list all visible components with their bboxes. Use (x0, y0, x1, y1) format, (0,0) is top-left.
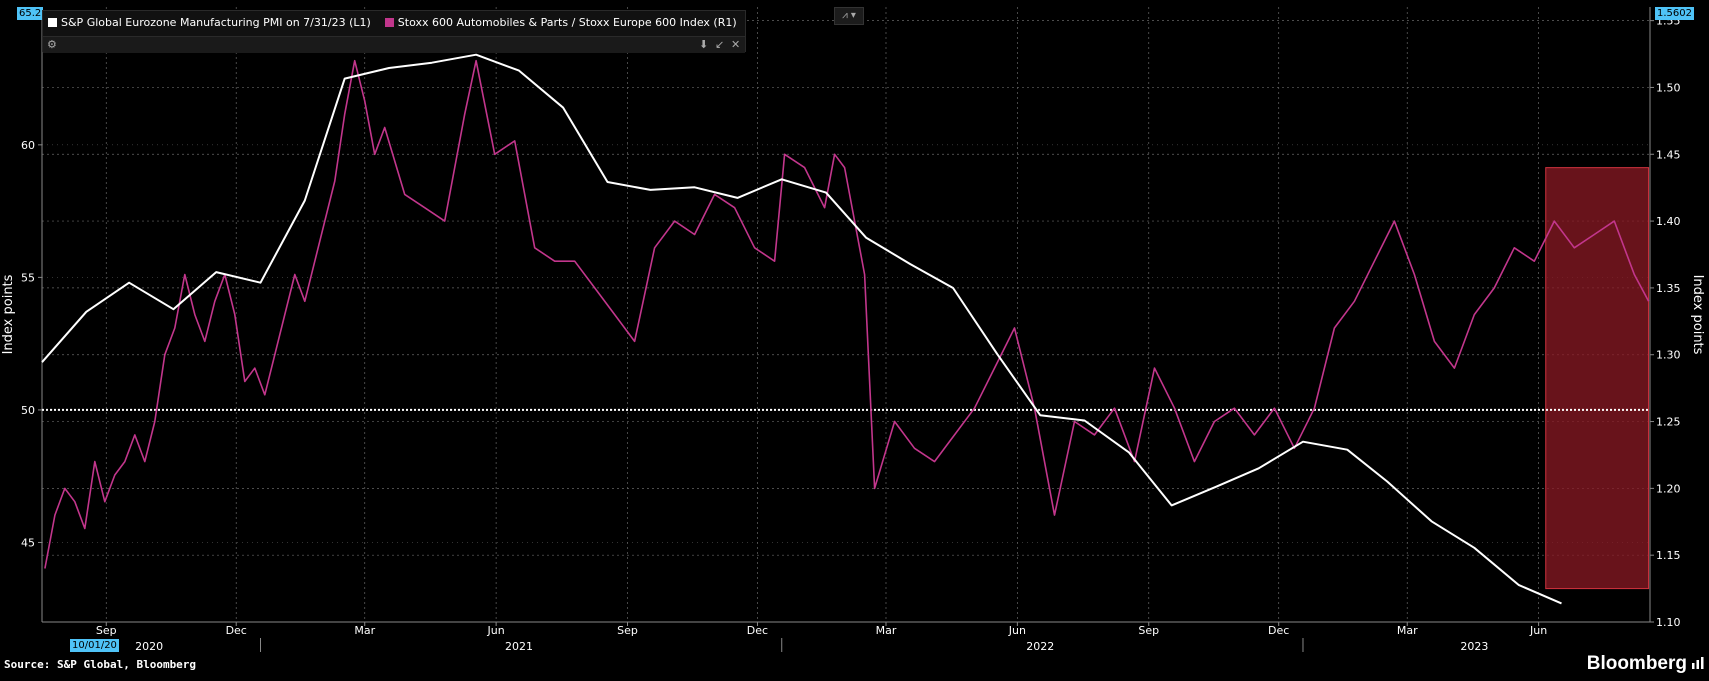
collapse-icon[interactable]: ↙ (715, 38, 725, 51)
series-line-pmi (41, 53, 1562, 605)
right-axis-tick-label: 1.20 (1656, 482, 1681, 495)
right-axis-tick-label: 1.50 (1656, 81, 1681, 94)
legend-label-pmi[interactable]: S&P Global Eurozone Manufacturing PMI on… (61, 15, 371, 29)
bloomberg-mark-icon (1692, 657, 1704, 669)
series-line-auto-ratio (44, 59, 1650, 569)
right-axis-max-badge: 1.5602 (1655, 7, 1694, 20)
highlight-box (1545, 167, 1650, 590)
legend-swatch-pmi (48, 17, 57, 27)
x-axis-month-label: Jun (1529, 624, 1547, 637)
x-axis-year-label: 2021 (505, 640, 533, 653)
left-axis-tick-label: 45 (21, 536, 35, 549)
legend-toolbar: ⚙ ⬇ ↙ ✕ (43, 36, 745, 53)
legend-label-auto-ratio[interactable]: Stoxx 600 Automobiles & Parts / Stoxx Eu… (397, 15, 737, 29)
right-axis-tick-label: 1.40 (1656, 215, 1681, 228)
legend-panel: S&P Global Eurozone Manufacturing PMI on… (42, 10, 746, 53)
x-axis-year-label: 2020 (135, 640, 163, 653)
x-axis-month-label: Sep (617, 624, 638, 637)
x-axis-month-label: Mar (354, 624, 375, 637)
left-axis-tick-label: 55 (21, 271, 35, 284)
pin-icon[interactable]: ⬇ (699, 38, 709, 51)
close-icon[interactable]: ✕ (731, 38, 741, 51)
chart-type-button[interactable]: ⩘ ▾ (834, 7, 864, 25)
right-axis-tick-label: 1.35 (1656, 282, 1681, 295)
x-axis-month-label: Dec (1268, 624, 1289, 637)
source-note: Source: S&P Global, Bloomberg (4, 658, 197, 671)
right-axis-tick-label: 1.15 (1656, 549, 1681, 562)
right-axis-tick-label: 1.30 (1656, 349, 1681, 362)
right-axis-tick-label: 1.45 (1656, 148, 1681, 161)
x-axis-month-label: Dec (226, 624, 247, 637)
right-axis-label: Index points (1690, 275, 1705, 355)
x-axis-month-label: Sep (96, 624, 117, 637)
x-axis-month-label: Dec (747, 624, 768, 637)
left-axis-tick-label: 50 (21, 404, 35, 417)
left-axis-label: Index points (1, 274, 16, 354)
x-axis-month-label: Jun (487, 624, 505, 637)
legend-entries: S&P Global Eurozone Manufacturing PMI on… (48, 14, 751, 30)
left-axis-tick-label: 60 (21, 139, 35, 152)
right-axis-tick-label: 1.25 (1656, 416, 1681, 429)
gear-icon[interactable]: ⚙ (47, 38, 57, 51)
x-axis-month-label: Sep (1138, 624, 1159, 637)
line-chart-icon: ⩘ ▾ (842, 10, 856, 21)
right-axis-tick-label: 1.10 (1656, 616, 1681, 629)
x-axis-month-label: Mar (876, 624, 897, 637)
left-axis-max-badge: 65.2 (17, 7, 44, 20)
x-axis-year-label: 2023 (1460, 640, 1488, 653)
bloomberg-logo: Bloomberg (1586, 653, 1687, 674)
x-axis-month-label: Jun (1008, 624, 1026, 637)
x-axis-year-label: 2022 (1026, 640, 1054, 653)
legend-swatch-auto-ratio (384, 17, 394, 27)
date-cursor-badge: 10/01/20 (70, 639, 119, 652)
x-axis-month-label: Mar (1397, 624, 1418, 637)
